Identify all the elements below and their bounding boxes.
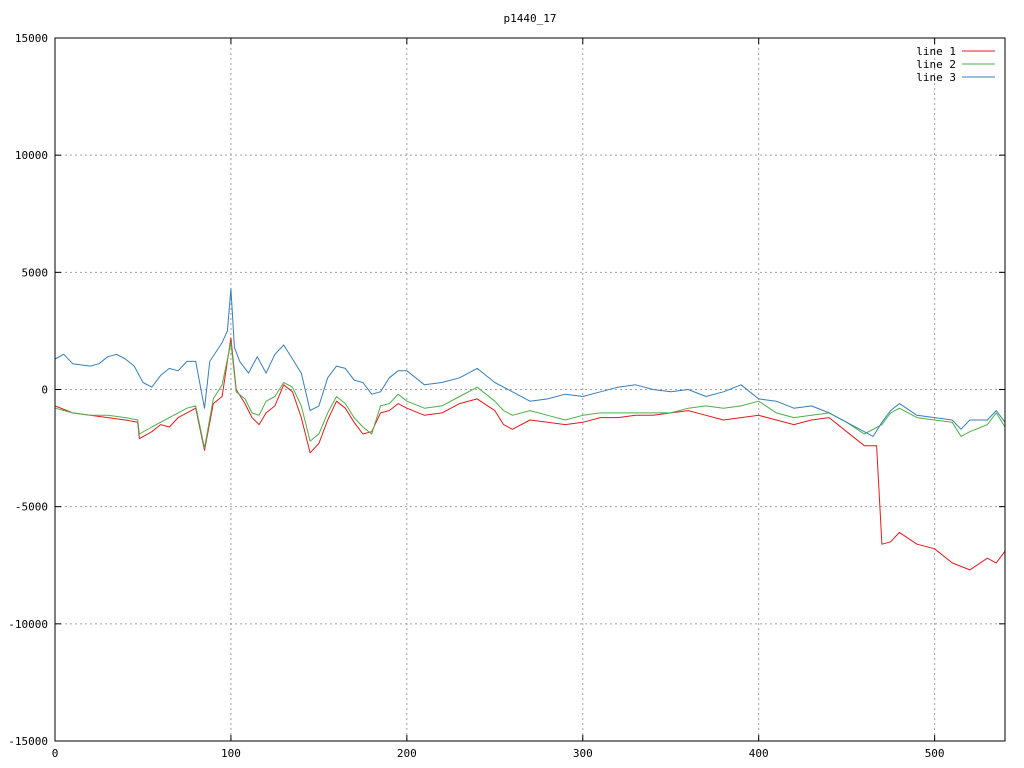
y-tick-label: 15000 (15, 32, 48, 45)
y-tick-label: -10000 (8, 618, 48, 631)
chart-title: p1440_17 (504, 12, 557, 25)
series-line-3 (54, 288, 1006, 437)
x-tick-label: 0 (52, 747, 59, 760)
axis-ticks: 0 100 200 300 400 500 -15000 -10000 -5000 0 5000 10… (8, 32, 1005, 760)
legend-label: line 3 (916, 71, 956, 84)
legend-label: line 2 (916, 58, 956, 71)
y-tick-label: -5000 (15, 501, 48, 514)
x-tick-label: 500 (925, 747, 945, 760)
x-tick-label: 100 (221, 747, 241, 760)
grid (55, 38, 1005, 741)
y-tick-label: 10000 (15, 149, 48, 162)
y-tick-label: -15000 (8, 735, 48, 748)
y-tick-label: 5000 (22, 266, 49, 279)
x-tick-label: 400 (749, 747, 769, 760)
y-tick-label: 0 (41, 384, 48, 397)
series-line-2 (54, 342, 1006, 449)
series-layer (54, 288, 1006, 571)
x-tick-label: 300 (573, 747, 593, 760)
x-tick-label: 200 (397, 747, 417, 760)
legend-label: line 1 (916, 45, 956, 58)
